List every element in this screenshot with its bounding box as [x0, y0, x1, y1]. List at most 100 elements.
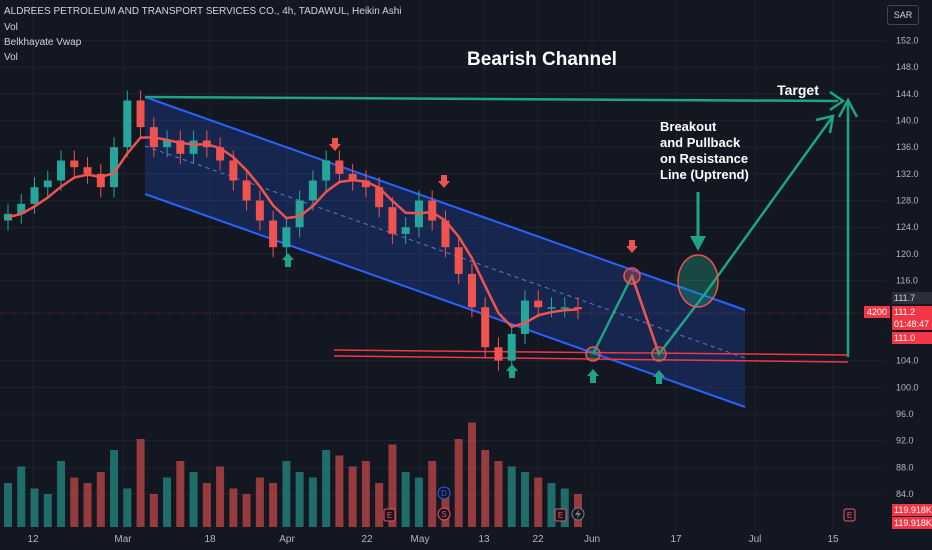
target-label: Target: [777, 82, 819, 98]
candle-body[interactable]: [282, 227, 291, 248]
candle-body[interactable]: [43, 180, 52, 188]
buy-arrow-head: [653, 370, 665, 377]
channel-lower-line[interactable]: [144, 193, 746, 408]
volume-pill-b: 119.918K: [892, 517, 932, 529]
indicator-vol-1[interactable]: Vol: [4, 22, 18, 33]
volume-bar: [494, 461, 503, 527]
candle-body[interactable]: [30, 187, 39, 204]
breakout-line-4: Line (Uptrend): [660, 167, 749, 182]
volume-bar: [481, 450, 490, 527]
buy-arrow-head: [506, 364, 518, 371]
volume-bar: [189, 472, 198, 527]
candle-body[interactable]: [348, 173, 357, 181]
candle-body[interactable]: [494, 347, 503, 361]
candle-body[interactable]: [255, 200, 264, 221]
candle-body[interactable]: [189, 140, 198, 154]
candle-body[interactable]: [229, 160, 238, 181]
candle-body[interactable]: [242, 180, 251, 201]
candle-body[interactable]: [454, 247, 463, 274]
volume-bar: [83, 483, 92, 527]
candle-body[interactable]: [83, 167, 92, 174]
candle-body[interactable]: [388, 207, 397, 234]
buy-arrow: [285, 260, 291, 267]
volume-bar: [534, 477, 543, 527]
breakout-line-3: on Resistance: [660, 151, 748, 166]
volume-bar: [30, 488, 39, 527]
event-markers[interactable]: D E S E E: [383, 486, 856, 522]
marker-d[interactable]: [437, 486, 451, 500]
marker-s-label: S: [441, 510, 446, 519]
currency-selector[interactable]: SAR: [887, 5, 919, 25]
target-vertical-arrowhead: [837, 97, 859, 118]
candle-body[interactable]: [375, 187, 384, 208]
volume-bar: [547, 483, 556, 527]
candle-body[interactable]: [560, 307, 569, 309]
time-tick-label: Mar: [114, 534, 132, 545]
volume-bar: [282, 461, 291, 527]
candle-body[interactable]: [269, 220, 278, 248]
candle-body[interactable]: [574, 307, 582, 310]
candle-body[interactable]: [534, 300, 543, 308]
price-tick-label: 124.0: [896, 222, 919, 232]
time-tick-label: 22: [361, 534, 373, 545]
price-tick-label: 88.0: [896, 462, 914, 472]
marker-e2[interactable]: [554, 508, 567, 522]
sell-arrow-head: [626, 246, 638, 253]
price-axis[interactable]: 152.0 148.0 144.0 140.0 136.0 132.0 128.0 124.0…: [896, 35, 919, 499]
volume-bar: [242, 494, 251, 527]
target-line[interactable]: [144, 95, 839, 103]
candle-body[interactable]: [401, 227, 410, 234]
time-axis[interactable]: 12 Mar 18 Apr 22 May 13 22 Jun 17 Jul 15: [27, 534, 839, 545]
breakout-pointer-arrowhead: [690, 236, 706, 251]
volume-bar: [4, 483, 12, 527]
support-line-upper[interactable]: [333, 349, 849, 356]
symbol-title[interactable]: ALDREES PETROLEUM AND TRANSPORT SERVICES…: [4, 6, 402, 17]
projection-arrowhead: [815, 114, 835, 134]
candle-body[interactable]: [17, 203, 26, 214]
touch-circle-top: [623, 267, 641, 285]
channel-upper-line[interactable]: [144, 96, 746, 311]
buy-arrow: [656, 377, 662, 384]
price-tick-label: 140.0: [896, 115, 919, 125]
time-tick-label: 13: [478, 534, 490, 545]
volume-bar: [229, 488, 238, 527]
candle-body[interactable]: [361, 180, 370, 188]
sell-arrow-head: [329, 144, 341, 151]
candle-body[interactable]: [428, 200, 437, 221]
candle-body[interactable]: [295, 200, 304, 228]
candle-body[interactable]: [70, 160, 79, 168]
candle-body[interactable]: [520, 300, 529, 334]
candle-body[interactable]: [57, 160, 66, 181]
marker-s[interactable]: [437, 507, 451, 521]
candle-body[interactable]: [176, 140, 185, 154]
candle-body[interactable]: [441, 220, 450, 248]
support-line-lower[interactable]: [333, 355, 849, 363]
candle-body[interactable]: [308, 180, 317, 201]
candle-body[interactable]: [467, 273, 476, 308]
volume-bar: [123, 488, 132, 527]
marker-e1[interactable]: [383, 508, 396, 522]
candle-body[interactable]: [163, 140, 172, 148]
marker-e3[interactable]: [843, 508, 856, 522]
candle-body[interactable]: [96, 173, 105, 188]
volume-bar: [322, 450, 331, 527]
candle-body[interactable]: [216, 147, 225, 161]
volume-bar: [428, 461, 437, 527]
indicator-vol-2[interactable]: Vol: [4, 52, 18, 63]
candle-body[interactable]: [110, 147, 119, 188]
price-tick-label: 120.0: [896, 249, 919, 259]
candle-body[interactable]: [481, 307, 490, 348]
candle-body[interactable]: [507, 333, 516, 361]
candle-body[interactable]: [547, 307, 556, 309]
sell-arrow: [332, 138, 338, 145]
candle-body[interactable]: [335, 160, 344, 174]
position-badge[interactable]: 4200: [864, 306, 890, 318]
price-tick-label: 100.0: [896, 382, 919, 392]
indicator-belkhayate-vwap[interactable]: Belkhayate Vwap: [4, 37, 82, 48]
volume-bar: [361, 461, 370, 527]
candle-body[interactable]: [322, 160, 331, 181]
candle-body[interactable]: [123, 100, 132, 148]
red-leg-down: [630, 275, 661, 355]
candle-body[interactable]: [136, 100, 145, 128]
